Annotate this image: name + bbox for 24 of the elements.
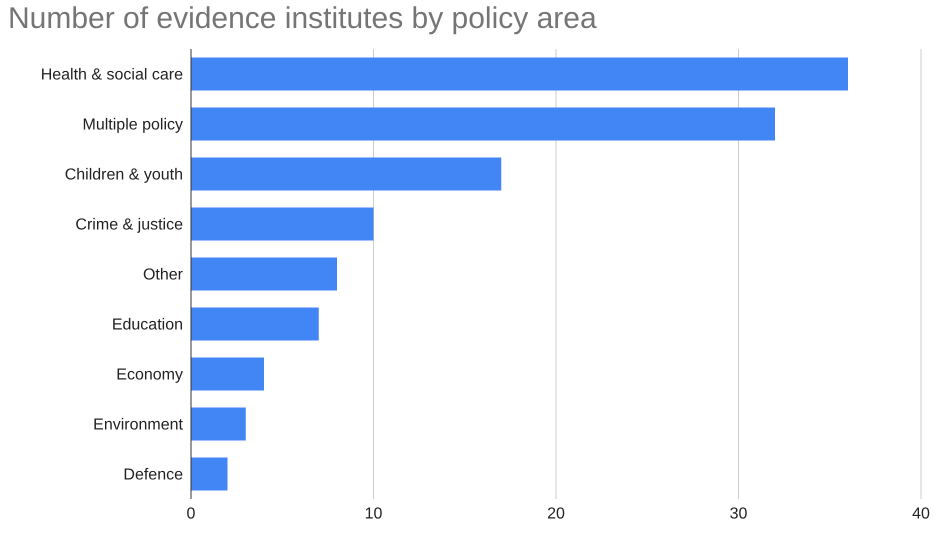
x-tick-label: 0 [186,505,196,522]
y-tick-label: Environment [93,416,184,434]
bar [191,158,502,190]
x-tick-label: 40 [912,505,930,522]
x-tick-label: 30 [730,505,748,522]
y-tick-label: Education [112,316,183,334]
y-tick-label: Crime & justice [75,216,184,234]
bar [191,358,264,390]
bar [191,408,246,440]
bar [191,58,848,90]
bar [191,458,228,490]
y-tick-label: Defence [123,466,184,484]
bar [191,208,374,240]
x-tick-label: 10 [364,505,382,522]
y-tick-label: Other [142,266,184,284]
bar [191,308,319,340]
y-tick-label: Health & social care [40,66,184,84]
y-tick-label: Economy [116,366,183,384]
chart-title: Number of evidence institutes by policy area [8,2,598,37]
y-tick-label: Multiple policy [82,116,183,134]
x-tick-label: 20 [547,505,565,522]
y-tick-label: Children & youth [64,166,183,184]
bar [191,258,337,290]
bar [191,108,775,140]
